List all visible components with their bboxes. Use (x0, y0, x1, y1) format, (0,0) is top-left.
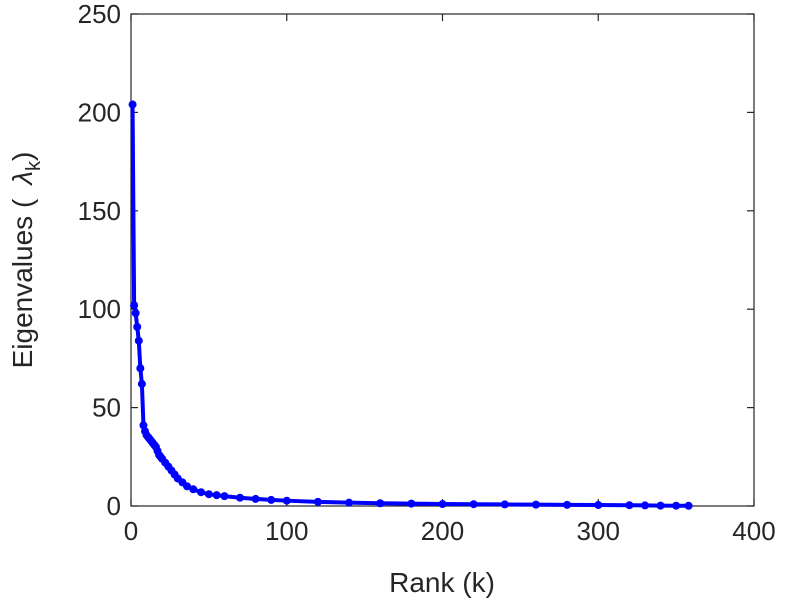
y-axis-label-prefix: Eigenvalues ( (7, 198, 38, 368)
data-point (672, 501, 681, 510)
data-point (197, 488, 206, 497)
x-tick-label: 100 (265, 516, 308, 546)
y-axis-label-suffix: ) (7, 152, 38, 161)
y-tick-label: 200 (78, 97, 121, 127)
y-tick-label: 100 (78, 294, 121, 324)
data-point (133, 322, 142, 331)
axis-ticks (130, 13, 755, 507)
data-point (236, 493, 245, 502)
data-point (220, 492, 229, 501)
data-point (134, 336, 143, 345)
data-point (189, 485, 198, 494)
data-point (313, 497, 322, 506)
x-axis-label: Rank (k) (389, 567, 495, 598)
y-axis-label: Eigenvalues ( λk) (7, 152, 45, 369)
tick-labels: 0 100 200 300 400 0 50 100 150 200 250 (78, 0, 776, 546)
y-tick-label: 150 (78, 196, 121, 226)
y-axis-label-subscript: k (23, 160, 45, 171)
plot-area (130, 13, 755, 507)
y-tick-label: 0 (107, 491, 121, 521)
data-point (131, 309, 140, 318)
data-point (130, 301, 139, 310)
y-tick-label: 250 (78, 0, 121, 29)
data-point (204, 490, 213, 499)
data-point (594, 501, 603, 510)
data-point (563, 500, 572, 509)
data-point (625, 501, 634, 510)
data-point (345, 498, 354, 507)
data-point (500, 500, 509, 509)
x-tick-label: 0 (124, 516, 138, 546)
data-point (251, 494, 260, 503)
data-point (128, 100, 137, 109)
data-point (531, 500, 540, 509)
data-point (438, 500, 447, 509)
series-group (128, 100, 693, 510)
data-point (267, 495, 276, 504)
data-point (136, 364, 145, 373)
data-point (656, 501, 665, 510)
y-axis-label-symbol: λ (7, 171, 38, 187)
data-point (282, 496, 291, 505)
data-point (469, 500, 478, 509)
x-tick-label: 400 (732, 516, 775, 546)
x-tick-label: 300 (577, 516, 620, 546)
data-point (407, 499, 416, 508)
data-point (137, 379, 146, 388)
x-tick-label: 200 (421, 516, 464, 546)
data-point (376, 499, 385, 508)
data-point (212, 491, 221, 500)
y-tick-label: 50 (92, 393, 121, 423)
data-point (684, 501, 693, 510)
data-point (640, 501, 649, 510)
data-point (183, 482, 192, 491)
